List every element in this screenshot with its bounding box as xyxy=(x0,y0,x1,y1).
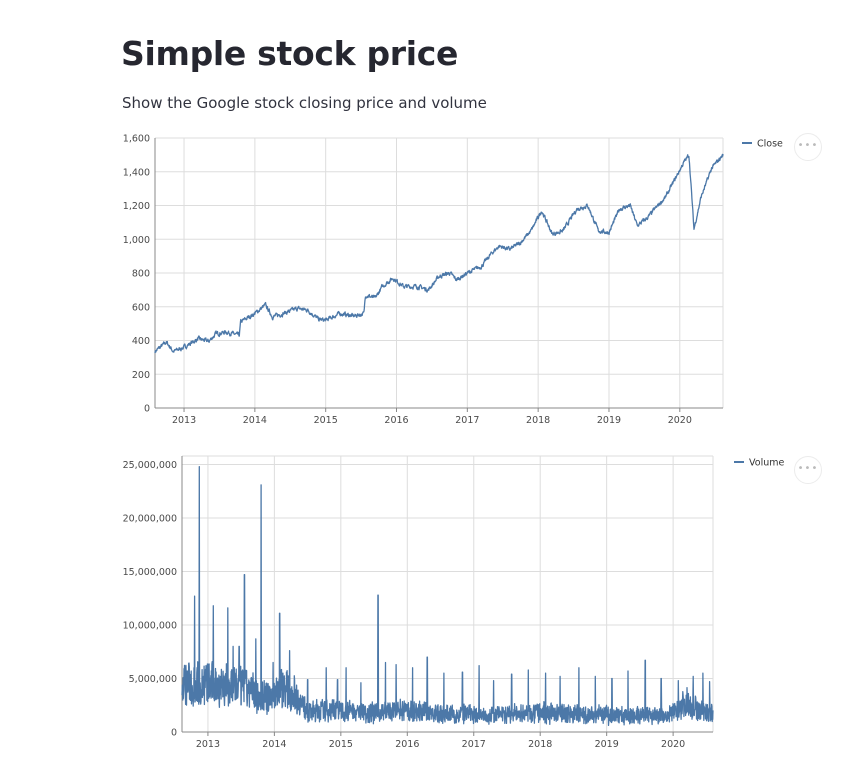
y-tick-label: 400 xyxy=(132,336,150,347)
x-tick-label: 2017 xyxy=(455,415,479,426)
x-tick-label: 2015 xyxy=(314,415,338,426)
y-tick-label: 0 xyxy=(171,728,177,739)
y-tick-label: 15,000,000 xyxy=(123,567,177,578)
x-tick-label: 2017 xyxy=(462,739,486,750)
y-tick-label: 800 xyxy=(132,269,150,280)
legend-label: Close xyxy=(757,139,783,150)
x-tick-label: 2020 xyxy=(668,415,692,426)
close-price-line xyxy=(154,153,724,354)
page-subtitle: Show the Google stock closing price and … xyxy=(122,94,487,112)
x-tick-label: 2014 xyxy=(243,415,267,426)
y-tick-label: 1,400 xyxy=(123,167,150,178)
x-tick-label: 2020 xyxy=(661,739,685,750)
ellipsis-icon: ••• xyxy=(797,463,819,474)
x-tick-label: 2013 xyxy=(196,739,220,750)
x-tick-label: 2019 xyxy=(595,739,619,750)
y-tick-label: 1,600 xyxy=(123,134,150,145)
y-tick-label: 600 xyxy=(132,302,150,313)
y-tick-label: 0 xyxy=(144,404,150,415)
ellipsis-icon: ••• xyxy=(797,140,819,151)
x-tick-label: 2015 xyxy=(329,739,353,750)
y-tick-label: 5,000,000 xyxy=(129,674,177,685)
x-tick-label: 2014 xyxy=(262,739,286,750)
y-tick-label: 200 xyxy=(132,370,150,381)
chart-menu-button-volume[interactable]: ••• xyxy=(794,456,822,484)
chart-menu-button-close[interactable]: ••• xyxy=(794,133,822,161)
y-tick-label: 1,000 xyxy=(123,235,150,246)
x-tick-label: 2019 xyxy=(597,415,621,426)
x-tick-label: 2018 xyxy=(528,739,552,750)
x-tick-label: 2016 xyxy=(384,415,408,426)
y-tick-label: 10,000,000 xyxy=(123,621,177,632)
y-tick-label: 1,200 xyxy=(123,201,150,212)
x-tick-label: 2016 xyxy=(395,739,419,750)
x-tick-label: 2018 xyxy=(526,415,550,426)
legend-label: Volume xyxy=(749,458,784,469)
volume-line xyxy=(181,466,714,727)
y-tick-label: 25,000,000 xyxy=(123,460,177,471)
y-tick-label: 20,000,000 xyxy=(123,514,177,525)
x-tick-label: 2013 xyxy=(172,415,196,426)
page-title: Simple stock price xyxy=(121,34,459,73)
